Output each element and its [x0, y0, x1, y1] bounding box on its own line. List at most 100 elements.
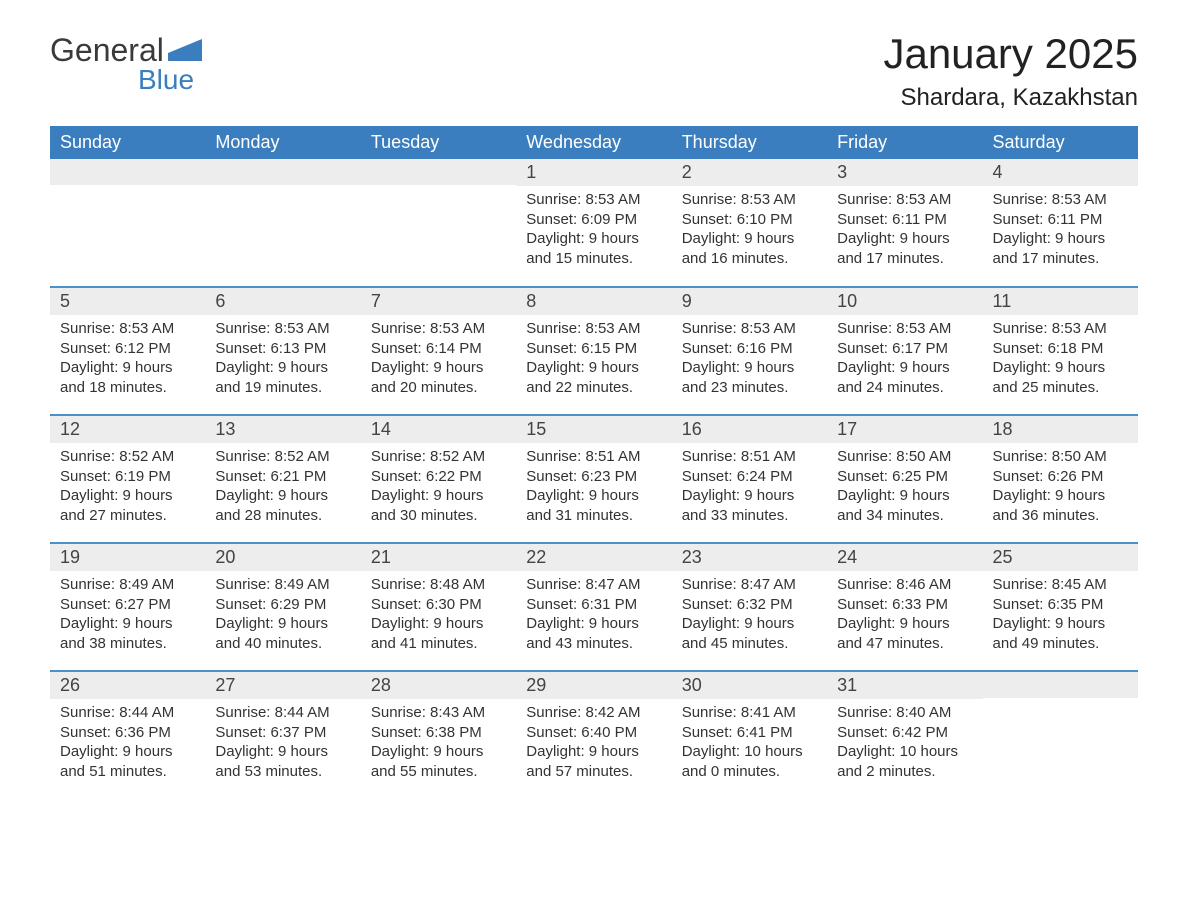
- daylight-text: and 31 minutes.: [526, 506, 661, 526]
- daylight-text: Daylight: 9 hours: [60, 358, 195, 378]
- day-body: Sunrise: 8:53 AMSunset: 6:18 PMDaylight:…: [983, 315, 1138, 409]
- day-body: Sunrise: 8:50 AMSunset: 6:26 PMDaylight:…: [983, 443, 1138, 537]
- daylight-text: and 19 minutes.: [215, 378, 350, 398]
- daylight-text: Daylight: 9 hours: [526, 229, 661, 249]
- day-cell: 20Sunrise: 8:49 AMSunset: 6:29 PMDayligh…: [205, 543, 360, 671]
- day-body: Sunrise: 8:53 AMSunset: 6:17 PMDaylight:…: [827, 315, 982, 409]
- sunrise-text: Sunrise: 8:47 AM: [526, 575, 661, 595]
- daylight-text: Daylight: 9 hours: [993, 614, 1128, 634]
- daylight-text: and 0 minutes.: [682, 762, 817, 782]
- day-body: Sunrise: 8:49 AMSunset: 6:29 PMDaylight:…: [205, 571, 360, 665]
- sunrise-text: Sunrise: 8:53 AM: [993, 319, 1128, 339]
- day-number: 3: [827, 159, 982, 186]
- sunrise-text: Sunrise: 8:46 AM: [837, 575, 972, 595]
- day-cell: 5Sunrise: 8:53 AMSunset: 6:12 PMDaylight…: [50, 287, 205, 415]
- daylight-text: and 45 minutes.: [682, 634, 817, 654]
- day-header: Wednesday: [516, 126, 671, 159]
- sunrise-text: Sunrise: 8:40 AM: [837, 703, 972, 723]
- day-header: Friday: [827, 126, 982, 159]
- calendar-body: 1Sunrise: 8:53 AMSunset: 6:09 PMDaylight…: [50, 159, 1138, 799]
- day-body: Sunrise: 8:40 AMSunset: 6:42 PMDaylight:…: [827, 699, 982, 793]
- day-cell: 6Sunrise: 8:53 AMSunset: 6:13 PMDaylight…: [205, 287, 360, 415]
- day-cell: 22Sunrise: 8:47 AMSunset: 6:31 PMDayligh…: [516, 543, 671, 671]
- sunset-text: Sunset: 6:11 PM: [837, 210, 972, 230]
- day-number: 27: [205, 672, 360, 699]
- day-number: 21: [361, 544, 516, 571]
- day-number: 16: [672, 416, 827, 443]
- sunset-text: Sunset: 6:35 PM: [993, 595, 1128, 615]
- daylight-text: and 55 minutes.: [371, 762, 506, 782]
- logo-word2: Blue: [50, 66, 202, 94]
- daylight-text: and 18 minutes.: [60, 378, 195, 398]
- daylight-text: Daylight: 9 hours: [60, 486, 195, 506]
- day-body: Sunrise: 8:53 AMSunset: 6:10 PMDaylight:…: [672, 186, 827, 280]
- day-number: 29: [516, 672, 671, 699]
- logo: General Blue: [50, 30, 202, 94]
- day-number: 11: [983, 288, 1138, 315]
- daylight-text: Daylight: 9 hours: [837, 614, 972, 634]
- sunrise-text: Sunrise: 8:52 AM: [60, 447, 195, 467]
- sunrise-text: Sunrise: 8:51 AM: [682, 447, 817, 467]
- sunset-text: Sunset: 6:19 PM: [60, 467, 195, 487]
- day-number: 23: [672, 544, 827, 571]
- daylight-text: Daylight: 9 hours: [682, 486, 817, 506]
- day-body: Sunrise: 8:48 AMSunset: 6:30 PMDaylight:…: [361, 571, 516, 665]
- day-number: 24: [827, 544, 982, 571]
- sunrise-text: Sunrise: 8:48 AM: [371, 575, 506, 595]
- day-cell: 30Sunrise: 8:41 AMSunset: 6:41 PMDayligh…: [672, 671, 827, 799]
- daylight-text: Daylight: 10 hours: [682, 742, 817, 762]
- day-body: Sunrise: 8:53 AMSunset: 6:15 PMDaylight:…: [516, 315, 671, 409]
- day-cell: 18Sunrise: 8:50 AMSunset: 6:26 PMDayligh…: [983, 415, 1138, 543]
- daylight-text: and 33 minutes.: [682, 506, 817, 526]
- page-subtitle: Shardara, Kazakhstan: [883, 84, 1138, 112]
- day-cell: 29Sunrise: 8:42 AMSunset: 6:40 PMDayligh…: [516, 671, 671, 799]
- day-number: 17: [827, 416, 982, 443]
- sunrise-text: Sunrise: 8:44 AM: [60, 703, 195, 723]
- calendar-table: Sunday Monday Tuesday Wednesday Thursday…: [50, 126, 1138, 799]
- sunset-text: Sunset: 6:21 PM: [215, 467, 350, 487]
- daylight-text: and 30 minutes.: [371, 506, 506, 526]
- empty-daynum: [361, 159, 516, 185]
- empty-daynum: [205, 159, 360, 185]
- day-number: 30: [672, 672, 827, 699]
- daylight-text: Daylight: 9 hours: [837, 229, 972, 249]
- daylight-text: and 57 minutes.: [526, 762, 661, 782]
- sunrise-text: Sunrise: 8:49 AM: [215, 575, 350, 595]
- sunset-text: Sunset: 6:22 PM: [371, 467, 506, 487]
- daylight-text: and 53 minutes.: [215, 762, 350, 782]
- sunset-text: Sunset: 6:13 PM: [215, 339, 350, 359]
- day-body: Sunrise: 8:44 AMSunset: 6:37 PMDaylight:…: [205, 699, 360, 793]
- sunrise-text: Sunrise: 8:53 AM: [526, 190, 661, 210]
- day-number: 26: [50, 672, 205, 699]
- day-cell: 3 Sunrise: 8:53 AMSunset: 6:11 PMDaylight…: [827, 159, 982, 287]
- logo-mark-icon: [168, 34, 202, 66]
- day-cell: 19Sunrise: 8:49 AMSunset: 6:27 PMDayligh…: [50, 543, 205, 671]
- daylight-text: Daylight: 9 hours: [682, 614, 817, 634]
- logo-word1: General: [50, 34, 164, 66]
- header: General Blue January 2025 Shardara, Kaza…: [50, 30, 1138, 112]
- daylight-text: and 2 minutes.: [837, 762, 972, 782]
- sunrise-text: Sunrise: 8:53 AM: [837, 319, 972, 339]
- daylight-text: Daylight: 9 hours: [682, 229, 817, 249]
- daylight-text: and 34 minutes.: [837, 506, 972, 526]
- sunset-text: Sunset: 6:09 PM: [526, 210, 661, 230]
- sunrise-text: Sunrise: 8:53 AM: [215, 319, 350, 339]
- sunrise-text: Sunrise: 8:53 AM: [526, 319, 661, 339]
- daylight-text: Daylight: 9 hours: [837, 358, 972, 378]
- daylight-text: Daylight: 9 hours: [215, 614, 350, 634]
- day-body: Sunrise: 8:52 AMSunset: 6:19 PMDaylight:…: [50, 443, 205, 537]
- sunrise-text: Sunrise: 8:53 AM: [60, 319, 195, 339]
- title-block: January 2025 Shardara, Kazakhstan: [883, 30, 1138, 112]
- daylight-text: Daylight: 9 hours: [682, 358, 817, 378]
- day-cell: 1Sunrise: 8:53 AMSunset: 6:09 PMDaylight…: [516, 159, 671, 287]
- sunset-text: Sunset: 6:11 PM: [993, 210, 1128, 230]
- sunrise-text: Sunrise: 8:44 AM: [215, 703, 350, 723]
- daylight-text: Daylight: 9 hours: [993, 358, 1128, 378]
- sunset-text: Sunset: 6:14 PM: [371, 339, 506, 359]
- daylight-text: and 22 minutes.: [526, 378, 661, 398]
- logo-line1: General: [50, 34, 202, 66]
- empty-daynum: [983, 672, 1138, 698]
- sunrise-text: Sunrise: 8:53 AM: [837, 190, 972, 210]
- daylight-text: Daylight: 9 hours: [993, 486, 1128, 506]
- daylight-text: Daylight: 9 hours: [993, 229, 1128, 249]
